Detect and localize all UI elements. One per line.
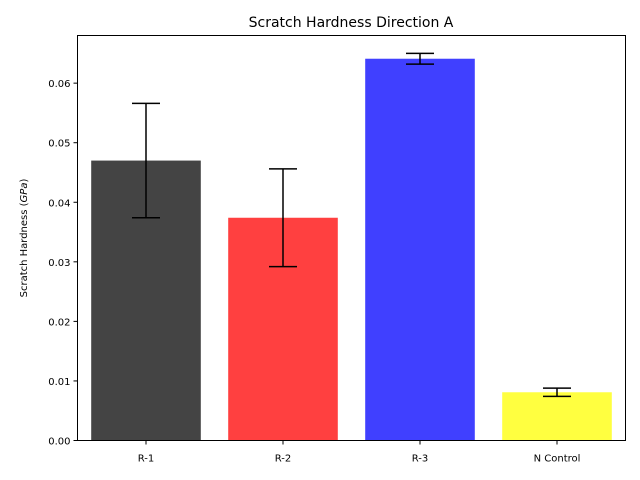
y-tick-label: 0.04: [48, 198, 70, 209]
y-tick-label: 0.03: [48, 258, 70, 269]
x-tick-label: R-2: [275, 454, 292, 465]
y-axis-label: Scratch Hardness (GPa): [19, 179, 30, 298]
x-tick-label: R-1: [138, 454, 155, 465]
y-axis-label-suffix: ): [19, 179, 30, 183]
y-axis: 0.00 0.01 0.02 0.03 0.04 0.05 0.06: [48, 79, 78, 448]
y-axis-label-unit: GPa: [19, 183, 30, 203]
y-axis-label-prefix: Scratch Hardness (: [19, 202, 30, 297]
bar-r-3: [365, 58, 475, 441]
y-tick-label: 0.06: [48, 79, 70, 90]
y-tick-label: 0.00: [48, 437, 70, 448]
y-tick-label: 0.05: [48, 139, 70, 150]
y-tick-label: 0.01: [48, 377, 70, 388]
bars-group: [91, 58, 612, 441]
x-axis: R-1 R-2 R-3 N Control: [138, 440, 581, 465]
chart-title: Scratch Hardness Direction A: [249, 15, 454, 31]
y-tick-label: 0.02: [48, 317, 70, 328]
x-tick-label: N Control: [534, 454, 581, 465]
x-tick-label: R-3: [412, 454, 429, 465]
bar-n-control: [502, 392, 612, 441]
plot-frame: [77, 35, 626, 441]
error-bars-group: [132, 52, 571, 398]
